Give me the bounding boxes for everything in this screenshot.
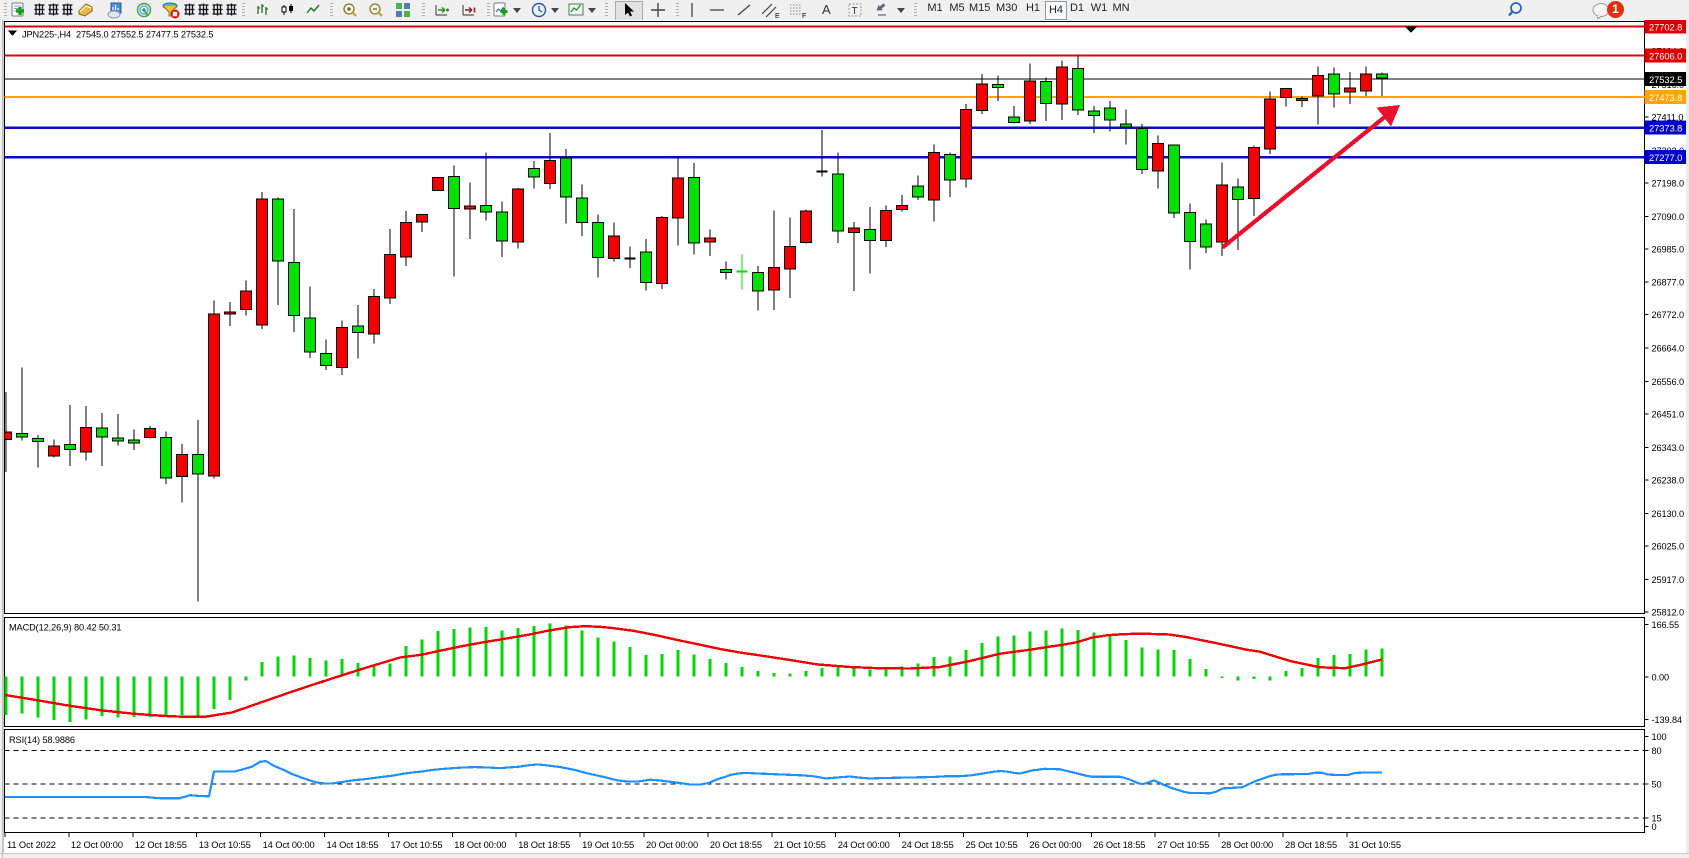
svg-text:26877.0: 26877.0 (1652, 278, 1685, 288)
svg-text:100: 100 (1652, 732, 1667, 742)
svg-text:E: E (775, 13, 780, 19)
svg-text:26451.0: 26451.0 (1652, 410, 1685, 420)
svg-text:14 Oct 00:00: 14 Oct 00:00 (263, 840, 315, 850)
svg-text:26664.0: 26664.0 (1652, 344, 1685, 354)
svg-text:26985.0: 26985.0 (1652, 244, 1685, 254)
svg-text:12 Oct 00:00: 12 Oct 00:00 (71, 840, 123, 850)
svg-text:25812.0: 25812.0 (1652, 607, 1685, 617)
svg-text:31 Oct 10:55: 31 Oct 10:55 (1349, 840, 1401, 850)
svg-text:26025.0: 26025.0 (1652, 541, 1685, 551)
svg-text:18 Oct 00:00: 18 Oct 00:00 (454, 840, 506, 850)
svg-text:13 Oct 10:55: 13 Oct 10:55 (199, 840, 251, 850)
svg-text:F: F (802, 13, 806, 19)
svg-text:26772.0: 26772.0 (1652, 310, 1685, 320)
svg-text:20 Oct 18:55: 20 Oct 18:55 (710, 840, 762, 850)
svg-text:26556.0: 26556.0 (1652, 377, 1685, 387)
svg-text:27277.0: 27277.0 (1649, 152, 1682, 163)
svg-text:18 Oct 18:55: 18 Oct 18:55 (518, 840, 570, 850)
svg-text:21 Oct 10:55: 21 Oct 10:55 (774, 840, 826, 850)
svg-text:14 Oct 18:55: 14 Oct 18:55 (327, 840, 379, 850)
svg-text:24 Oct 00:00: 24 Oct 00:00 (838, 840, 890, 850)
svg-text:26238.0: 26238.0 (1652, 476, 1685, 486)
svg-text:26 Oct 18:55: 26 Oct 18:55 (1093, 840, 1145, 850)
svg-text:19 Oct 10:55: 19 Oct 10:55 (582, 840, 634, 850)
svg-text:0: 0 (1652, 822, 1657, 832)
svg-text:28 Oct 18:55: 28 Oct 18:55 (1285, 840, 1337, 850)
svg-text:27702.8: 27702.8 (1649, 21, 1682, 32)
svg-text:27532.5: 27532.5 (1649, 74, 1682, 85)
svg-text:27473.8: 27473.8 (1649, 92, 1682, 103)
svg-text:-139.84: -139.84 (1652, 715, 1682, 725)
svg-text:17 Oct 10:55: 17 Oct 10:55 (390, 840, 442, 850)
svg-text:MACD(12,26,9) 80.42 50.31: MACD(12,26,9) 80.42 50.31 (9, 623, 121, 633)
svg-text:27373.8: 27373.8 (1649, 123, 1682, 134)
svg-text:27198.0: 27198.0 (1652, 178, 1685, 188)
svg-text:80: 80 (1652, 746, 1662, 756)
svg-text:20 Oct 00:00: 20 Oct 00:00 (646, 840, 698, 850)
svg-text:T: T (852, 6, 858, 17)
svg-text:28 Oct 00:00: 28 Oct 00:00 (1221, 840, 1273, 850)
svg-text:11 Oct 2022: 11 Oct 2022 (7, 840, 56, 850)
svg-text:50: 50 (1652, 779, 1662, 789)
svg-text:24 Oct 18:55: 24 Oct 18:55 (902, 840, 954, 850)
svg-text:RSI(14) 58.9886: RSI(14) 58.9886 (9, 735, 75, 745)
svg-text:JPN225-,H4 27545.0 27552.5 27: JPN225-,H4 27545.0 27552.5 27477.5 27532… (22, 30, 213, 40)
svg-text:15: 15 (1652, 813, 1662, 823)
svg-text:27606.0: 27606.0 (1649, 50, 1682, 61)
svg-text:27 Oct 10:55: 27 Oct 10:55 (1157, 840, 1209, 850)
svg-text:12 Oct 18:55: 12 Oct 18:55 (135, 840, 187, 850)
svg-text:25917.0: 25917.0 (1652, 575, 1685, 585)
svg-text:26343.0: 26343.0 (1652, 443, 1685, 453)
svg-text:27090.0: 27090.0 (1652, 212, 1685, 222)
svg-text:0.00: 0.00 (1652, 673, 1669, 683)
svg-text:25 Oct 10:55: 25 Oct 10:55 (966, 840, 1018, 850)
svg-text:27411.0: 27411.0 (1652, 112, 1684, 122)
svg-text:166.55: 166.55 (1652, 620, 1680, 630)
svg-text:26 Oct 00:00: 26 Oct 00:00 (1029, 840, 1081, 850)
svg-text:26130.0: 26130.0 (1652, 509, 1685, 519)
